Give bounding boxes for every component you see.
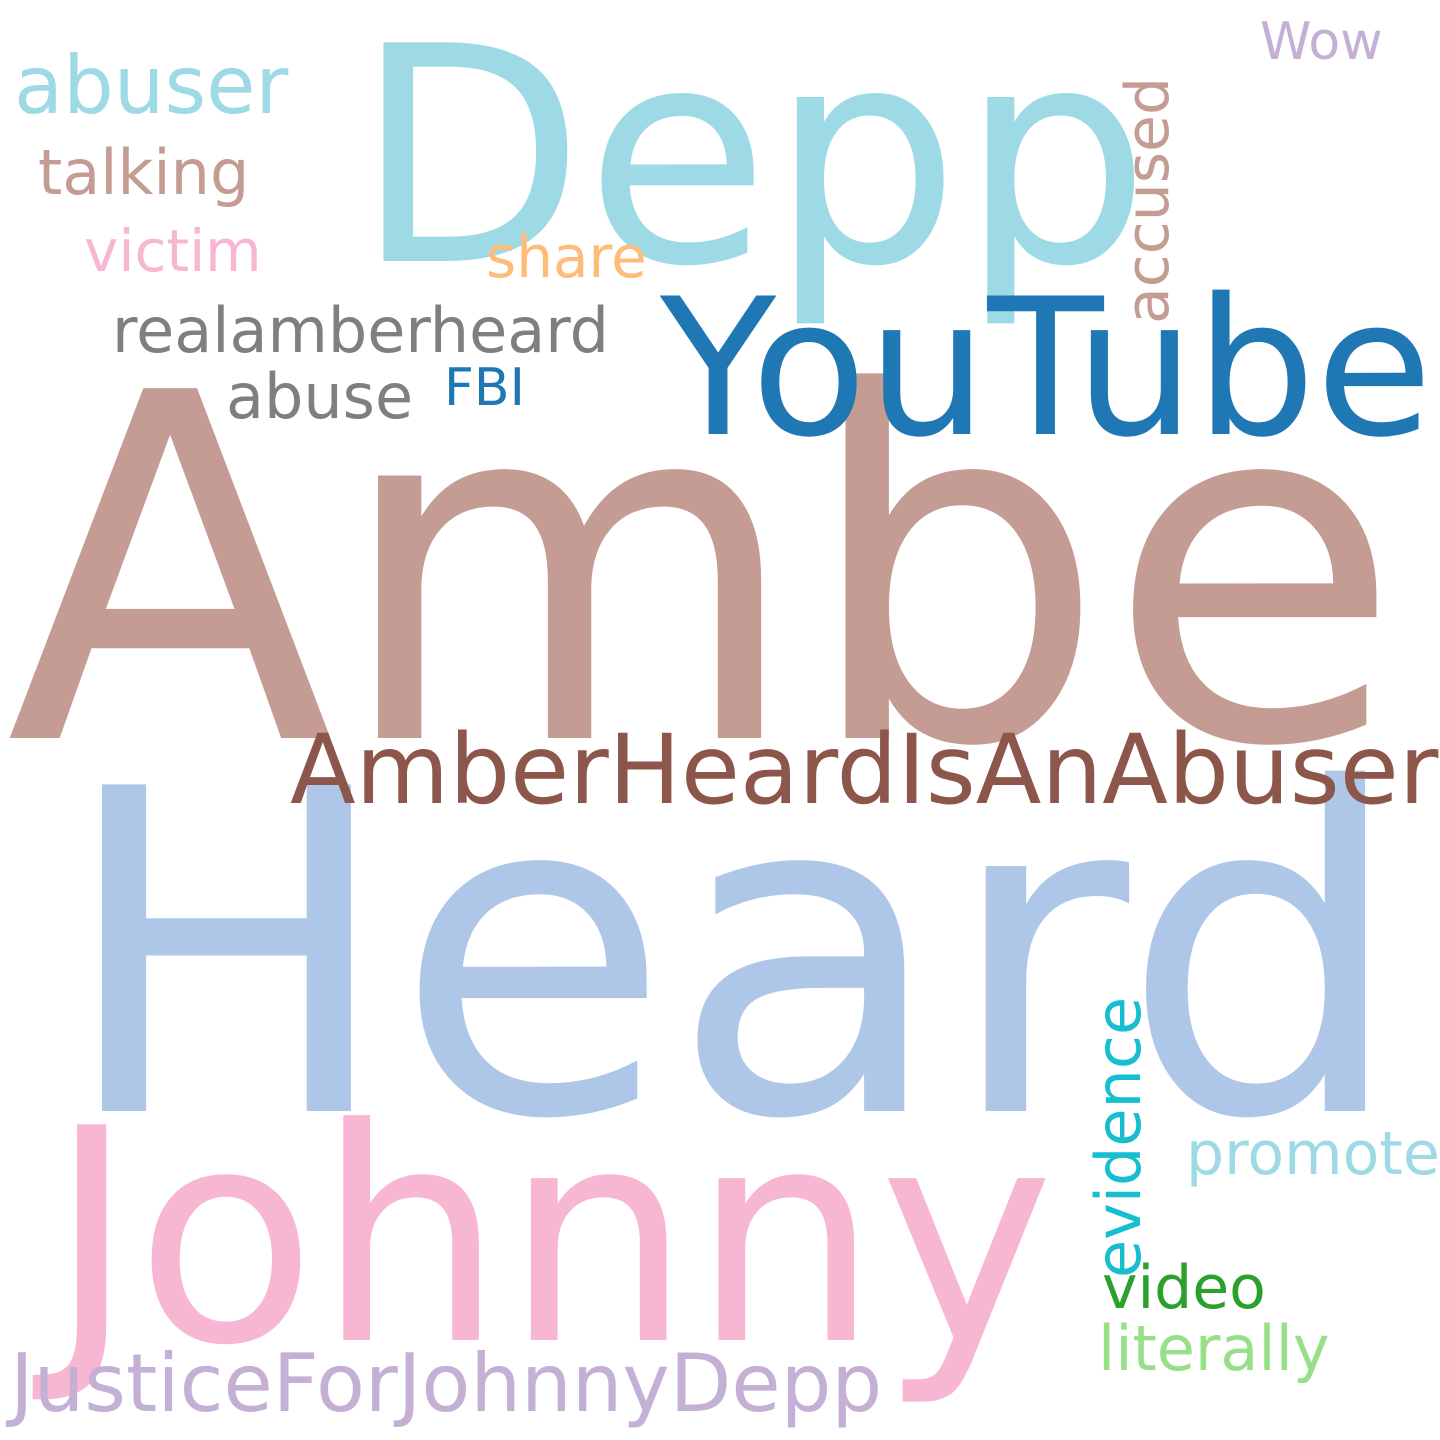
word-amberheardisanabuser: AmberHeardIsAnAbuser <box>290 714 1439 826</box>
word-evidence: evidence <box>1082 996 1155 1278</box>
word-amber: Amber <box>6 293 1440 852</box>
word-fbi: FBI <box>444 358 525 418</box>
word-johnny: Johnny <box>48 1065 1055 1410</box>
word-depp: Depp <box>354 0 1151 332</box>
word-accused: accused <box>1113 76 1183 324</box>
word-promote: promote <box>1186 1119 1440 1189</box>
word-realamberheard: realamberheard <box>112 294 609 367</box>
word-abuse: abuse <box>226 360 414 433</box>
word-video: video <box>1102 1253 1266 1323</box>
word-abuser: abuser <box>14 39 289 132</box>
word-heard: Heard <box>58 695 1406 1217</box>
word-wow: Wow <box>1260 12 1383 72</box>
word-talking: talking <box>38 136 250 209</box>
word-justiceforjohnnydepp: JusticeForJohnnyDepp <box>10 1337 883 1430</box>
word-literally: literally <box>1098 1312 1330 1385</box>
word-youtube: YouTube <box>660 258 1433 479</box>
word-share: share <box>486 223 647 291</box>
word-victim: victim <box>84 217 262 285</box>
